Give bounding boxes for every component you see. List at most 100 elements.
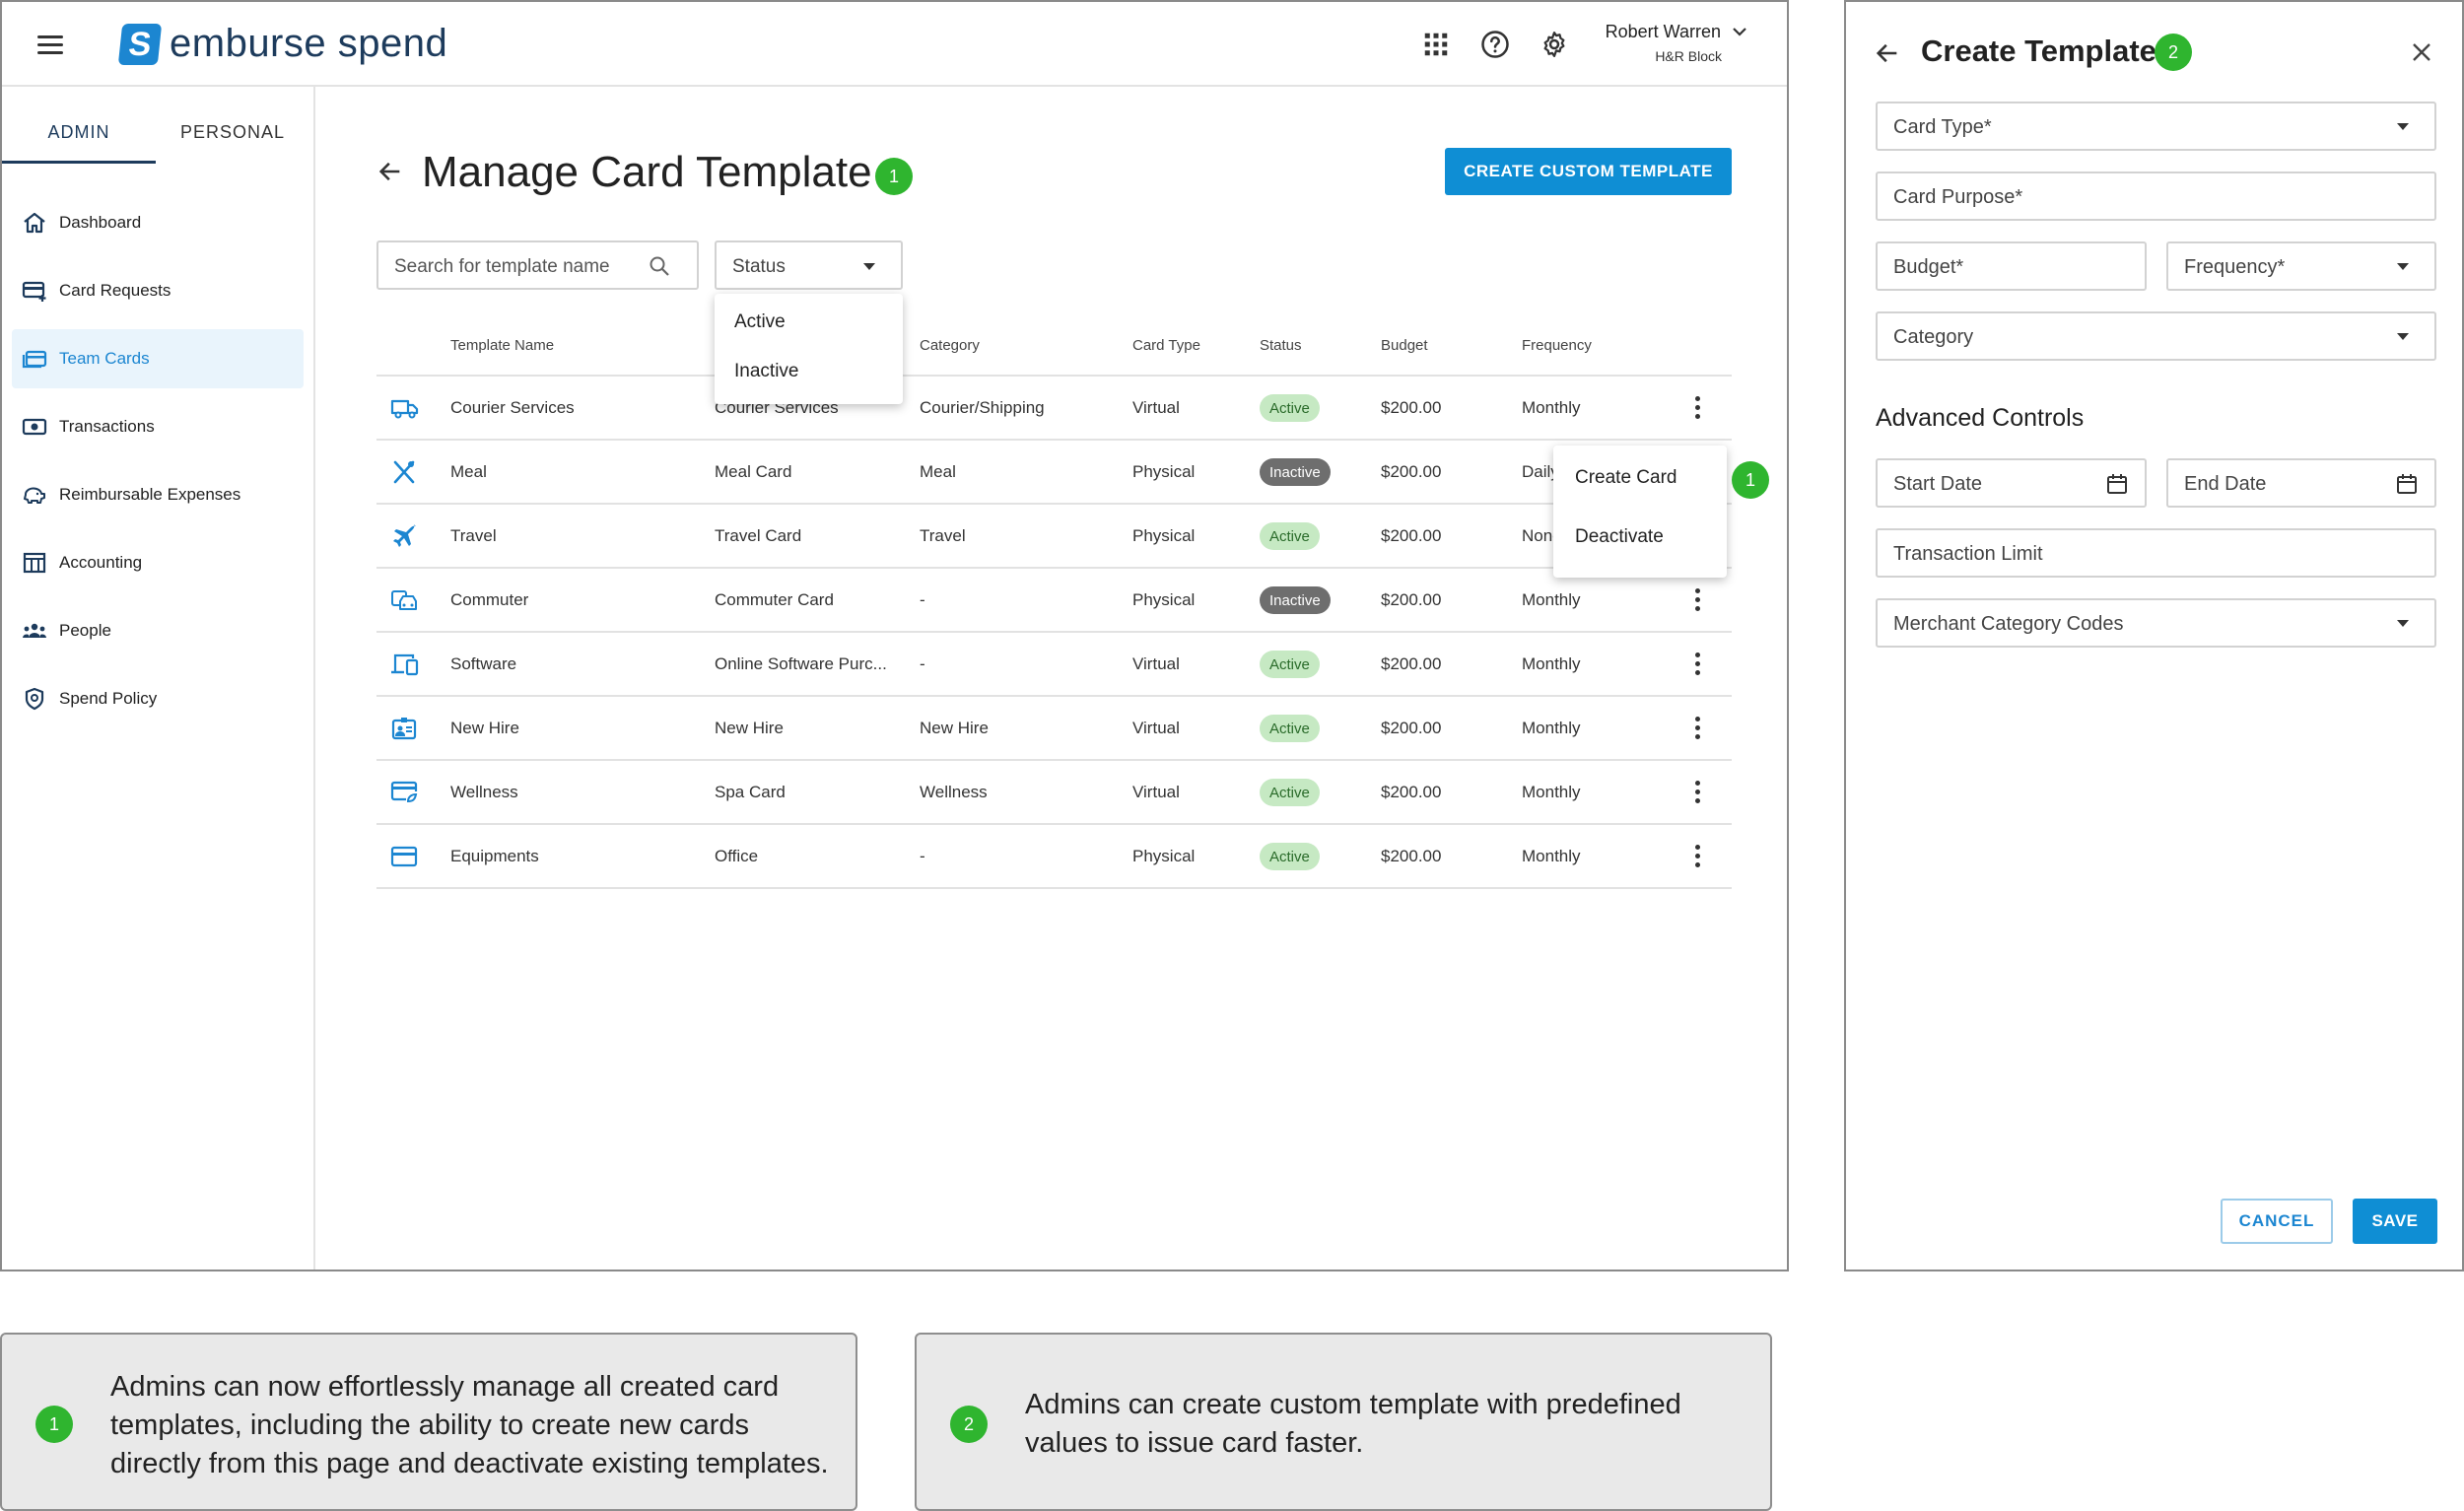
annotation-note-1: 1 Admins can now effortlessly manage all…: [0, 1333, 857, 1511]
dropdown-caret-icon: [2397, 263, 2409, 270]
cell-card-purpose: New Hire: [715, 719, 784, 737]
page-header: Manage Card Template 1 CREATE CUSTOM TEM…: [376, 146, 1737, 205]
sidebar-item-reimbursable-expenses[interactable]: Reimbursable Expenses: [12, 465, 304, 524]
cell-template-name: Wellness: [450, 783, 518, 801]
category-select[interactable]: Category: [1876, 311, 2436, 361]
sidebar-item-dashboard[interactable]: Dashboard: [12, 193, 304, 252]
shield-icon: [25, 687, 44, 711]
transaction-limit-input[interactable]: Transaction Limit: [1876, 528, 2436, 578]
deactivate-menu-item[interactable]: Deactivate: [1575, 526, 1664, 547]
row-actions-icon[interactable]: [1692, 588, 1702, 614]
frequency-select[interactable]: Frequency*: [2166, 241, 2436, 291]
table-row[interactable]: Software Online Software Purc... - Virtu…: [376, 633, 1732, 697]
row-actions-icon[interactable]: [1692, 845, 1702, 870]
cell-budget: $200.00: [1381, 590, 1442, 609]
help-icon[interactable]: [1480, 30, 1510, 59]
cell-budget: $200.00: [1381, 847, 1442, 865]
status-option-inactive[interactable]: Inactive: [734, 361, 799, 381]
sidebar-item-transactions[interactable]: Transactions: [12, 397, 304, 456]
cancel-button[interactable]: CANCEL: [2221, 1199, 2333, 1244]
page-title: Manage Card Template: [422, 148, 872, 196]
car-icon: [391, 590, 417, 610]
sidebar-item-spend-policy[interactable]: Spend Policy: [12, 669, 304, 728]
sidebar-item-label: Transactions: [59, 417, 155, 436]
sidebar-item-label: Card Requests: [59, 281, 171, 300]
sidebar-item-people[interactable]: People: [12, 601, 304, 660]
status-badge: Inactive: [1260, 586, 1331, 614]
merchant-category-codes-select[interactable]: Merchant Category Codes: [1876, 598, 2436, 648]
panel-title: Create Template: [1921, 34, 2156, 68]
row-actions-icon[interactable]: [1692, 781, 1702, 806]
calendar-icon[interactable]: [2105, 472, 2129, 496]
table-row[interactable]: New Hire New Hire New Hire Virtual Activ…: [376, 697, 1732, 761]
callout-badge-1: 1: [1732, 461, 1769, 499]
field-label: End Date: [2184, 473, 2267, 495]
main-window: S emburse spend Robert Warren: [0, 0, 1789, 1271]
card-type-select[interactable]: Card Type*: [1876, 102, 2436, 151]
cell-card-type: Physical: [1132, 847, 1196, 865]
status-badge: Active: [1260, 715, 1320, 742]
table-row[interactable]: Equipments Office - Physical Active $200…: [376, 825, 1732, 889]
end-date-input[interactable]: End Date: [2166, 458, 2436, 508]
cell-card-purpose: Travel Card: [715, 526, 802, 545]
tab-admin[interactable]: ADMIN: [2, 87, 156, 164]
field-label: Start Date: [1893, 473, 1983, 495]
template-search-input[interactable]: Search for template name: [376, 240, 699, 290]
status-filter-label: Status: [732, 256, 786, 277]
close-icon[interactable]: [2411, 41, 2432, 63]
table-row[interactable]: Courier Services Courier Services Courie…: [376, 377, 1732, 441]
truck-icon: [390, 399, 419, 419]
column-header-template-name: Template Name: [450, 337, 555, 354]
status-filter-select[interactable]: Status: [715, 240, 903, 290]
sidebar-item-label: Spend Policy: [59, 689, 158, 708]
create-card-menu-item[interactable]: Create Card: [1575, 467, 1677, 488]
field-label: Category: [1893, 326, 1974, 348]
save-button[interactable]: SAVE: [2353, 1199, 2437, 1244]
field-label: Merchant Category Codes: [1893, 613, 2124, 635]
cell-category: -: [920, 654, 925, 673]
utensils-icon: [393, 460, 415, 484]
brand-logo[interactable]: S emburse spend: [117, 22, 447, 66]
table-row[interactable]: Travel Travel Card Travel Physical Activ…: [376, 505, 1732, 569]
cell-category: -: [920, 590, 925, 609]
row-actions-icon[interactable]: [1692, 717, 1702, 742]
calendar-icon[interactable]: [2395, 472, 2419, 496]
row-actions-icon[interactable]: [1692, 396, 1702, 422]
people-icon: [23, 623, 46, 638]
sidebar-item-accounting[interactable]: Accounting: [12, 533, 304, 592]
back-arrow-icon[interactable]: [376, 158, 404, 185]
table-row[interactable]: Wellness Spa Card Wellness Virtual Activ…: [376, 761, 1732, 825]
sidebar-tabs: ADMIN PERSONAL: [2, 87, 313, 164]
card-purpose-input[interactable]: Card Purpose*: [1876, 172, 2436, 221]
field-label: Transaction Limit: [1893, 543, 2043, 565]
cell-category: Courier/Shipping: [920, 398, 1045, 417]
start-date-input[interactable]: Start Date: [1876, 458, 2147, 508]
settings-gear-icon[interactable]: [1540, 30, 1569, 59]
user-name: Robert Warren: [1605, 22, 1721, 41]
status-option-active[interactable]: Active: [734, 311, 786, 332]
templates-table: Template Name Category Card Type Status …: [376, 311, 1732, 889]
table-row[interactable]: Meal Meal Card Meal Physical Inactive $2…: [376, 441, 1732, 505]
back-arrow-icon[interactable]: [1874, 39, 1901, 67]
create-custom-template-button[interactable]: CREATE CUSTOM TEMPLATE: [1445, 148, 1732, 195]
dropdown-caret-icon: [2397, 620, 2409, 627]
apps-grid-icon[interactable]: [1421, 30, 1451, 59]
hamburger-menu-icon[interactable]: [37, 35, 63, 55]
wellness-card-icon: [390, 781, 418, 803]
row-actions-menu: Create Card Deactivate: [1553, 446, 1727, 578]
logo-mark: S: [117, 23, 163, 65]
sidebar-item-label: People: [59, 621, 111, 640]
table-row[interactable]: Commuter Commuter Card - Physical Inacti…: [376, 569, 1732, 633]
sidebar-item-card-requests[interactable]: Card Requests: [12, 261, 304, 320]
budget-input[interactable]: Budget*: [1876, 241, 2147, 291]
home-icon: [24, 212, 45, 234]
cell-card-purpose: Spa Card: [715, 783, 786, 801]
user-menu[interactable]: Robert Warren H&R Block: [1606, 22, 1747, 64]
note-text: Admins can now effortlessly manage all c…: [110, 1371, 829, 1479]
cell-frequency: None: [1522, 526, 1562, 545]
row-actions-icon[interactable]: [1692, 652, 1702, 678]
sidebar-item-team-cards[interactable]: Team Cards: [12, 329, 304, 388]
status-badge: Active: [1260, 522, 1320, 550]
tab-personal[interactable]: PERSONAL: [179, 122, 286, 142]
sidebar-nav: Dashboard Card Requests Team Cards: [2, 193, 313, 728]
